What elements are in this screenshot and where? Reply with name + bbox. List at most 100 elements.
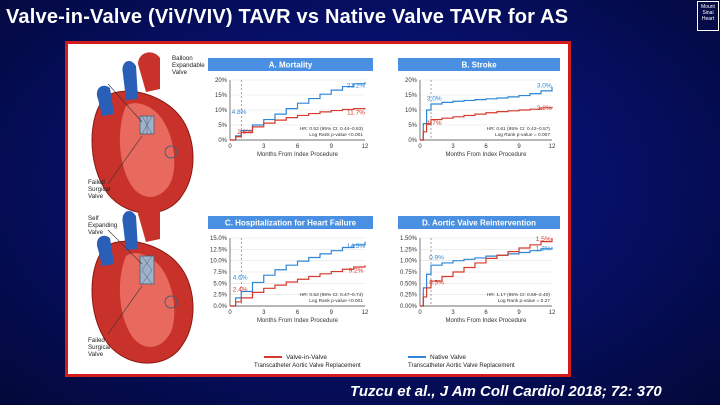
y-tick-label: 12.5% xyxy=(210,247,228,253)
stats-text: Log Rank p-value <0.001 xyxy=(309,132,363,138)
x-tick-label: 6 xyxy=(484,310,488,316)
top-surgical-label: Failed Surgical Valve xyxy=(88,179,112,200)
stats-text: Log Rank p-value = 0.27 xyxy=(498,298,551,304)
top-valve-label-line2: Expandable xyxy=(172,62,205,69)
top-valve-label-line3: Valve xyxy=(172,69,188,76)
x-tick-label: 12 xyxy=(362,310,369,316)
series-line-viv xyxy=(230,108,366,141)
y-tick-label: 7.5% xyxy=(213,270,227,276)
top-valve-label: Balloon Expandable Valve xyxy=(172,55,206,76)
y-tick-label: 5% xyxy=(408,123,417,129)
series-line-viv xyxy=(230,265,366,307)
y-tick-label: 0.50% xyxy=(400,281,418,287)
y-tick-label: 0% xyxy=(408,138,417,144)
stats-text: Log Rank p-value <0.001 xyxy=(309,298,363,304)
y-tick-label: 0% xyxy=(218,138,227,144)
chart-panel-a: A. Mortality 0% 5% 10% 15% 20% 0 3 6 9 12 Months Fr… xyxy=(208,58,373,158)
y-tick-label: 0.75% xyxy=(400,270,418,276)
series-line-native xyxy=(230,241,366,307)
x-tick-label: 3 xyxy=(262,144,266,150)
series-line-native xyxy=(420,247,553,307)
data-label: 21.2% xyxy=(347,83,366,90)
chart-header-bar xyxy=(208,58,373,71)
series-line-native xyxy=(230,82,366,141)
data-label: 2.6% xyxy=(237,129,252,136)
x-axis-label: Months From Index Procedure xyxy=(445,318,527,324)
y-tick-label: 5% xyxy=(218,123,227,129)
stats-text: HR: 0.53 (95% CI: 0.44–0.63) xyxy=(300,126,364,132)
y-tick-label: 15% xyxy=(215,93,228,99)
y-tick-label: 2.5% xyxy=(213,293,227,299)
data-label: 3.0% xyxy=(537,83,552,90)
data-label: 3.2% xyxy=(537,105,552,112)
x-tick-label: 6 xyxy=(296,310,300,316)
y-tick-label: 10% xyxy=(215,108,228,114)
data-label: 14.5% xyxy=(347,243,366,250)
data-label: 11.7% xyxy=(347,110,365,117)
chart-title: B. Stroke xyxy=(461,61,497,70)
y-tick-label: 0.0% xyxy=(213,304,227,310)
data-label: 0.5% xyxy=(429,280,444,287)
chart-header-bar xyxy=(208,216,373,229)
y-tick-label: 5.0% xyxy=(213,281,227,287)
chart-panels: A. Mortality 0% 5% 10% 15% 20% 0 3 6 9 12 Months Fr… xyxy=(208,58,560,324)
y-tick-label: 20% xyxy=(215,78,228,84)
y-tick-label: 10.0% xyxy=(210,259,228,265)
x-tick-label: 0 xyxy=(228,310,232,316)
citation: Tuzcu et al., J Am Coll Cardiol 2018; 72… xyxy=(350,383,662,400)
x-tick-label: 12 xyxy=(549,144,556,150)
legend-native-label: Native Valve xyxy=(430,354,466,361)
data-label: 0.9% xyxy=(429,254,444,261)
stats-text: HR: 1.17 (95% CI: 0.59–2.40) xyxy=(487,292,551,298)
x-tick-label: 9 xyxy=(330,144,334,150)
chart-panel-d: D. Aortic Valve Reintervention 0.00% 0.25%… xyxy=(398,216,560,324)
x-tick-label: 3 xyxy=(451,144,455,150)
series-line-viv xyxy=(420,238,553,307)
bottom-valve-label: Self Expanding Valve xyxy=(88,215,119,236)
data-label: 2.4% xyxy=(233,286,248,293)
series-line-viv xyxy=(420,106,553,141)
y-tick-label: 0.00% xyxy=(400,304,418,310)
data-label: 1.5% xyxy=(536,236,551,243)
chart-header-bar xyxy=(398,216,560,229)
y-tick-label: 0.25% xyxy=(400,293,418,299)
x-tick-label: 12 xyxy=(549,310,556,316)
data-label: 9.2% xyxy=(349,267,364,274)
data-label: 1.3% xyxy=(536,246,551,253)
stats-text: HR: 0.61 (95% CI: 0.42–0.57) xyxy=(487,126,551,132)
data-label: 4.8% xyxy=(232,109,247,116)
x-axis-label: Months From Index Procedure xyxy=(257,318,339,324)
x-tick-label: 9 xyxy=(517,144,521,150)
stats-text: Log Rank p-value = 0.007 xyxy=(495,132,550,138)
bottom-surgical-label: Failed Surgical Valve xyxy=(88,337,112,358)
chart-panel-c: C. Hospitalization for Heart Failure 0.0%… xyxy=(208,216,373,324)
chart-title: C. Hospitalization for Heart Failure xyxy=(225,219,357,228)
x-tick-label: 3 xyxy=(262,310,266,316)
heart-illustration-bottom xyxy=(91,202,194,364)
y-tick-label: 1.00% xyxy=(400,259,418,265)
legend: Valve-in-Valve Transcatheter Aortic Valv… xyxy=(254,354,515,369)
y-tick-label: 15% xyxy=(405,93,418,99)
heart-illustration-top xyxy=(91,52,194,214)
chart-title: D. Aortic Valve Reintervention xyxy=(422,219,536,228)
y-tick-label: 15.0% xyxy=(210,236,228,242)
legend-viv-label: Valve-in-Valve xyxy=(286,354,327,361)
x-axis-label: Months From Index Procedure xyxy=(445,152,527,158)
x-tick-label: 3 xyxy=(451,310,455,316)
chart-header-bar xyxy=(398,58,560,71)
data-label: 4.6% xyxy=(233,275,248,282)
y-tick-label: 10% xyxy=(405,108,418,114)
top-valve-label-line1: Balloon xyxy=(172,55,193,62)
x-tick-label: 9 xyxy=(517,310,521,316)
institution-logo: Mount Sinai Heart xyxy=(697,1,719,31)
x-tick-label: 0 xyxy=(418,310,422,316)
data-label: 3.0% xyxy=(427,95,442,102)
legend-native-sublabel: Transcatheter Aortic Valve Replacement xyxy=(408,363,515,369)
y-tick-label: 20% xyxy=(405,78,418,84)
chart-panel-b: B. Stroke 0% 5% 10% 15% 20% 0 3 6 9 12 Months From … xyxy=(398,58,560,158)
x-tick-label: 6 xyxy=(296,144,300,150)
series-line-native xyxy=(420,86,553,141)
x-tick-label: 9 xyxy=(330,310,334,316)
x-tick-label: 12 xyxy=(362,144,369,150)
x-tick-label: 0 xyxy=(418,144,422,150)
